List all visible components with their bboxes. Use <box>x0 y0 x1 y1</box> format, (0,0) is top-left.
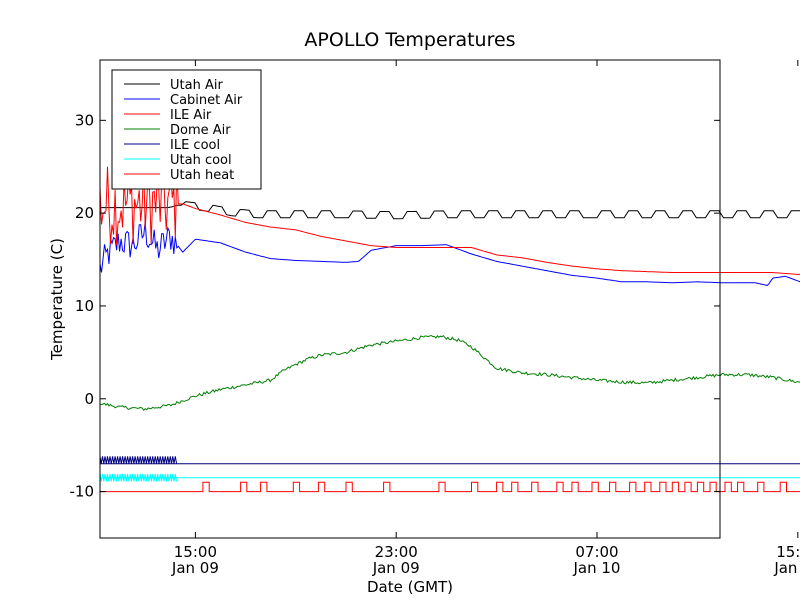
x-tick-label-time: 07:00 <box>575 543 618 561</box>
series-line-utah-heat <box>100 481 800 493</box>
legend-label-utah-heat: Utah heat <box>170 168 234 183</box>
y-tick-label: 10 <box>75 297 94 315</box>
x-tick-label-time: 15:00 <box>776 543 800 561</box>
x-tick-label-date: Jan 09 <box>171 559 219 577</box>
legend-label-cabinet-air: Cabinet Air <box>170 93 243 108</box>
x-tick-label-time: 15:00 <box>174 543 217 561</box>
legend-label-utah-air: Utah Air <box>170 78 223 93</box>
legend-label-ile-air: ILE Air <box>170 108 212 123</box>
series-noise-ile-cool <box>99 456 178 464</box>
legend-label-ile-cool: ILE cool <box>170 138 220 153</box>
legend-label-utah-cool: Utah cool <box>170 153 232 168</box>
series-line-dome-air <box>99 334 800 411</box>
y-tick-label: 0 <box>84 390 94 408</box>
y-axis-label: Temperature (C) <box>48 238 66 361</box>
x-tick-label-date: Jan 09 <box>372 559 420 577</box>
y-tick-label: 30 <box>75 111 94 129</box>
x-tick-label-date: Jan 10 <box>773 559 800 577</box>
x-tick-label-date: Jan 10 <box>573 559 621 577</box>
plot-frame <box>99 59 721 539</box>
series-noise-utah-cool <box>99 473 178 482</box>
x-tick-label-time: 23:00 <box>375 543 418 561</box>
legend-label-dome-air: Dome Air <box>170 123 231 138</box>
x-axis-label: Date (GMT) <box>367 578 453 596</box>
series-line-cabinet-air <box>99 221 800 286</box>
series-line-ile-air <box>99 162 800 275</box>
series-layer <box>99 162 800 493</box>
y-tick-label: -10 <box>70 483 95 501</box>
series-line-utah-air <box>100 201 800 220</box>
chart-title: APOLLO Temperatures <box>304 29 515 51</box>
y-tick-label: 20 <box>75 204 94 222</box>
